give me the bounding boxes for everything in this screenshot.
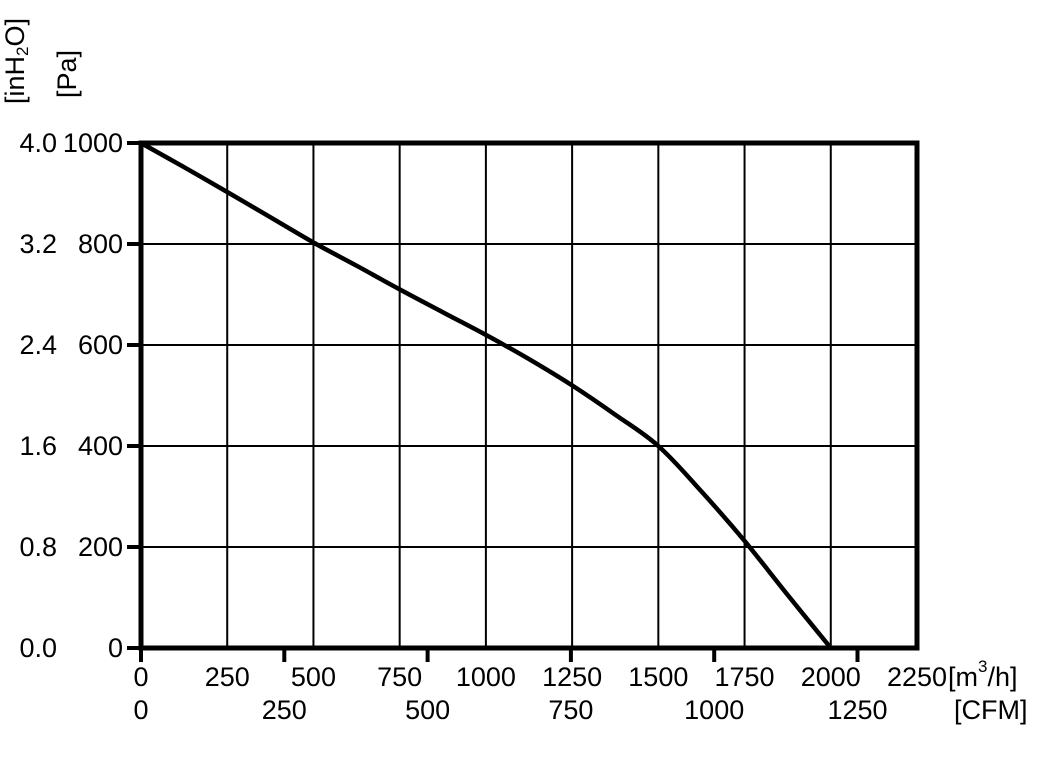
x-tick-label-m3h: 250 [204, 662, 250, 692]
x-tick-label-m3h: 1000 [455, 662, 516, 692]
x-axis-unit-cfm-text: [CFM] [954, 695, 1028, 725]
x-axis-unit-m3h-post: /h] [987, 662, 1018, 692]
y-tick-label-inh2o: 0.8 [19, 532, 57, 562]
x-axis-unit-m3h-sup: 3 [978, 657, 988, 676]
x-tick-label-cfm: 250 [261, 695, 307, 725]
x-tick-label-cfm: 1250 [827, 695, 888, 725]
y-tick-label-pa: 0 [107, 633, 123, 663]
x-tick-label-cfm: 500 [405, 695, 451, 725]
x-tick-label-m3h: 500 [290, 662, 336, 692]
x-tick-label-m3h: 1500 [628, 662, 689, 692]
y-tick-label-pa: 1000 [62, 128, 123, 158]
y-axis-unit-inh2o: [inH2O] [0, 18, 32, 104]
x-tick-label-m3h: 2250 [886, 662, 948, 692]
y-axis-unit-pa-text: [Pa] [52, 49, 82, 98]
x-tick-label-cfm: 1000 [684, 695, 745, 725]
y-tick-label-inh2o: 4.0 [19, 128, 57, 158]
x-tick-label-m3h: 0 [133, 662, 149, 692]
y-tick-label-inh2o: 2.4 [19, 330, 57, 360]
x-axis-unit-m3h-pre: [m [948, 662, 978, 692]
pressure-curve [138, 140, 834, 651]
y-tick-label-pa: 800 [77, 229, 123, 259]
chart-frame [138, 140, 920, 651]
y-axis-unit-inh2o-pre: [inH [0, 55, 30, 104]
y-tick-label-inh2o: 3.2 [19, 229, 57, 259]
x-tick-label-cfm: 0 [133, 695, 149, 725]
y-axis-unit-inh2o-sub: 2 [13, 46, 32, 56]
x-axis-unit-cfm: [CFM] [954, 693, 1028, 727]
y-tick-label-pa: 600 [77, 330, 123, 360]
x-axis-unit-m3h: [m3/h] [948, 657, 1018, 694]
y-tick-label-pa: 200 [77, 532, 123, 562]
y-axis-unit-inh2o-post: O] [0, 18, 30, 47]
x-tick-label-m3h: 1250 [542, 662, 603, 692]
y-tick-label-inh2o: 1.6 [19, 431, 57, 461]
x-tick-label-m3h: 1750 [714, 662, 775, 692]
y-axis-unit-pa: [Pa] [50, 50, 84, 98]
x-tick-label-cfm: 750 [548, 695, 594, 725]
x-tick-label-m3h: 2000 [800, 662, 861, 692]
x-tick-label-m3h: 750 [377, 662, 423, 692]
y-tick-label-pa: 400 [77, 431, 123, 461]
y-tick-label-inh2o: 0.0 [19, 633, 57, 663]
